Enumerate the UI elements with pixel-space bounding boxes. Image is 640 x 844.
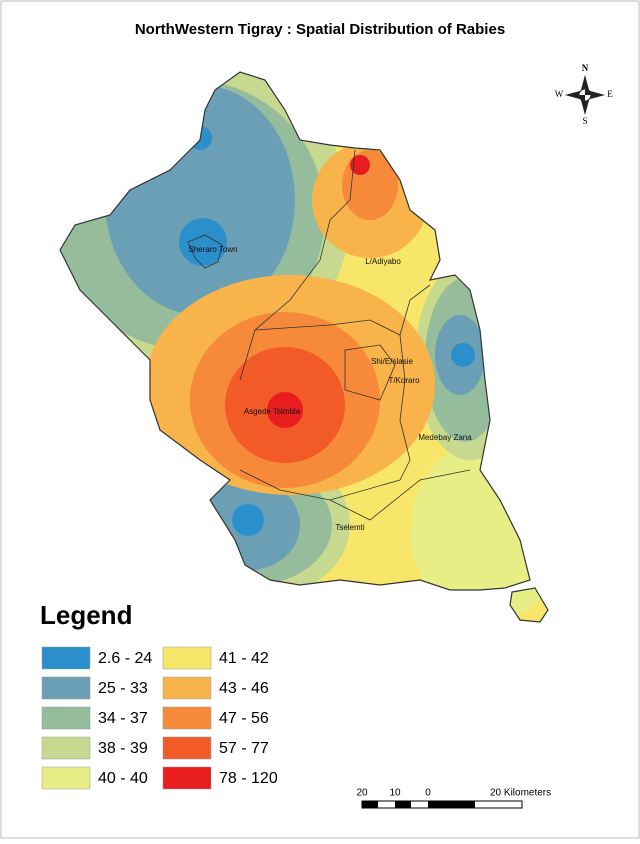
legend-swatch [162,646,212,670]
scale-bar-segment [362,801,378,808]
scale-label: 20 Kilometers [490,788,551,799]
compass-center-fill [579,89,591,101]
legend-label: 43 - 46 [219,680,269,697]
town-border [187,234,223,269]
surface-zone [267,392,303,428]
scale-label: 0 [425,788,431,799]
region-outline [59,71,549,623]
legend-label: 38 - 39 [98,740,148,757]
legend-label: 34 - 37 [98,710,148,727]
district-border [344,344,396,401]
surface-zone [451,343,475,367]
scale-label: 20 [356,788,368,799]
scale-label: 10 [389,788,401,799]
surface-zone [382,355,398,375]
surface-zone [350,155,370,175]
compass-label: S [582,116,587,126]
legend-label: 25 - 33 [98,680,148,697]
legend-swatch [162,736,212,760]
map-title: NorthWestern Tigray : Spatial Distributi… [135,21,505,38]
place-label: Asgede Tsimbla [244,407,301,416]
legend-title: Legend [40,600,132,630]
legend-swatch [41,676,91,700]
legend-swatch [41,766,91,790]
compass-label: N [582,63,589,73]
place-label: Sheraro Town [188,245,237,254]
scale-bar-segment [395,801,411,808]
legend-swatch [41,736,91,760]
place-label: L/Adiyabo [365,257,401,266]
legend: 2.6 - 24 25 - 33 34 - 37 38 - 39 40 - 40 41 -… [41,646,278,790]
legend-swatch [162,706,212,730]
legend-swatch [41,706,91,730]
scale-bar-segment [428,801,475,808]
surface-zone [179,218,227,266]
place-label: T/Koraro [388,376,420,385]
place-labels: Sheraro Town L/Adiyabo Shi/E/slasie T/Ko… [188,245,472,532]
legend-swatch [162,676,212,700]
legend-label: 78 - 120 [219,770,278,787]
place-label: Medebay Zana [418,433,472,442]
boundaries [59,71,549,623]
legend-swatch [41,646,91,670]
legend-label: 41 - 42 [219,650,269,667]
compass: N S W E [555,63,614,126]
compass-label: W [555,89,564,99]
legend-label: 2.6 - 24 [98,650,152,667]
legend-label: 57 - 77 [219,740,269,757]
legend-swatch [162,766,212,790]
district-border [329,469,471,521]
district-border [254,284,431,336]
legend-label: 40 - 40 [98,770,148,787]
scale-bar: 20 10 0 20 Kilometers [356,788,551,809]
district-border [239,334,411,501]
compass-label: E [607,89,613,99]
place-label: Tselemti [335,523,365,532]
surface-zone [232,504,264,536]
legend-label: 47 - 56 [219,710,269,727]
place-label: Shi/E/slasie [371,357,413,366]
